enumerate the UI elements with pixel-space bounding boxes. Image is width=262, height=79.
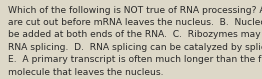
Text: Which of the following is NOT true of RNA processing? A.  Exons: Which of the following is NOT true of RN… bbox=[8, 6, 262, 15]
Text: E.  A primary transcript is often much longer than the final RNA: E. A primary transcript is often much lo… bbox=[8, 55, 262, 64]
Text: molecule that leaves the nucleus.: molecule that leaves the nucleus. bbox=[8, 68, 163, 77]
Text: RNA splicing.  D.  RNA splicing can be catalyzed by spliceosomes.: RNA splicing. D. RNA splicing can be cat… bbox=[8, 43, 262, 52]
Text: be added at both ends of the RNA.  C.  Ribozymes may function in: be added at both ends of the RNA. C. Rib… bbox=[8, 30, 262, 40]
Text: are cut out before mRNA leaves the nucleus.  B.  Nucleotides may: are cut out before mRNA leaves the nucle… bbox=[8, 18, 262, 27]
